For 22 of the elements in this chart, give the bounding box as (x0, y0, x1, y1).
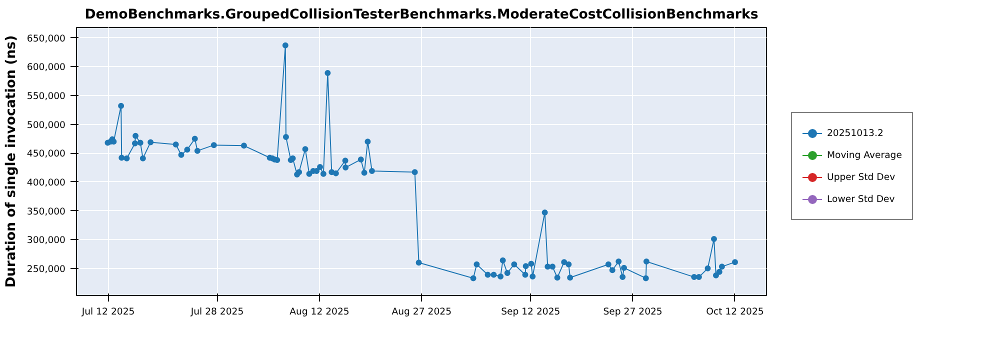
y-tick-label: 450,000 (26, 148, 66, 160)
x-tick-label: Jul 12 2025 (80, 306, 135, 318)
x-tick-label: Aug 12 2025 (290, 306, 350, 318)
y-tick-label: 650,000 (26, 33, 66, 44)
x-tick-label: Jul 28 2025 (190, 306, 244, 318)
x-tick-label: Oct 12 2025 (706, 306, 764, 318)
x-tick-label: Aug 27 2025 (392, 306, 452, 318)
y-tick-label: 400,000 (26, 177, 66, 188)
y-tick-label: 550,000 (26, 91, 66, 102)
y-tick-label: 600,000 (26, 62, 66, 74)
chart-title: DemoBenchmarks.GroupedCollisionTesterBenchmarks.ModerateCostCollisionBenchmarks (84, 8, 758, 22)
legend-label: Lower Std Dev (827, 194, 895, 204)
x-tick-label: Sep 27 2025 (603, 306, 662, 318)
y-tick-label: 250,000 (26, 264, 66, 275)
y-tick-label: 500,000 (26, 120, 66, 131)
y-tick-label: 300,000 (26, 235, 66, 246)
x-tick-label: Sep 12 2025 (501, 306, 560, 318)
legend-label: Upper Std Dev (827, 172, 896, 182)
y-tick-label: 350,000 (26, 206, 66, 218)
legend-label: 20251013.2 (827, 128, 884, 138)
legend-label: Moving Average (827, 150, 902, 160)
y-axis-title: Duration of single invocation (ns) (4, 35, 19, 288)
